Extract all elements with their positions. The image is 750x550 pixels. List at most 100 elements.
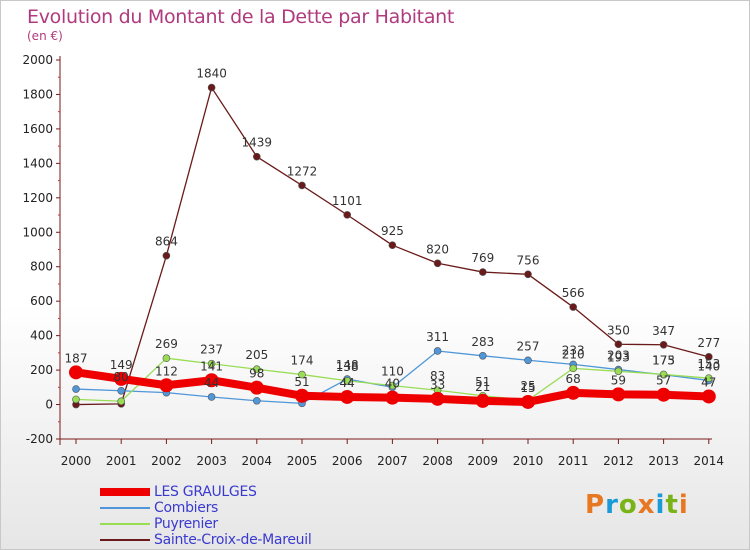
data-label: 1272 — [287, 164, 318, 178]
data-label: 57 — [656, 374, 671, 388]
x-tick-label: 2000 — [61, 454, 92, 468]
logo-letter: t — [665, 490, 679, 520]
legend-label: LES GRAULGES — [154, 484, 257, 500]
data-label: 1439 — [242, 136, 273, 150]
data-label: 174 — [291, 354, 314, 368]
data-label: 173 — [652, 354, 675, 368]
data-label: 15 — [520, 381, 535, 395]
data-label: 47 — [701, 375, 716, 389]
x-tick-label: 2007 — [377, 454, 408, 468]
data-point — [162, 251, 171, 260]
x-tick-label: 2014 — [694, 454, 725, 468]
y-tick-label: 800 — [30, 260, 53, 274]
x-tick-label: 2001 — [106, 454, 137, 468]
data-point — [478, 268, 487, 276]
data-point — [207, 393, 216, 401]
data-point — [704, 353, 713, 361]
data-point — [388, 381, 397, 390]
data-point — [614, 367, 623, 376]
data-point — [252, 396, 261, 405]
data-label: 350 — [607, 323, 630, 337]
data-label: 80 — [114, 370, 129, 384]
legend-swatch — [100, 523, 150, 525]
data-label: 257 — [517, 339, 540, 353]
data-label: 205 — [245, 348, 268, 362]
data-point — [204, 373, 219, 388]
y-tick-label: 1200 — [22, 191, 53, 205]
logo-letter: x — [637, 490, 656, 520]
data-point — [433, 259, 442, 268]
data-point — [117, 397, 125, 406]
data-label: 51 — [475, 375, 490, 389]
data-point — [430, 391, 445, 406]
data-label: 210 — [562, 347, 585, 361]
data-point — [659, 370, 668, 379]
data-label: 193 — [607, 350, 630, 364]
data-point — [298, 370, 306, 379]
chart-subtitle: (en €) — [27, 29, 63, 43]
y-tick-label: 1600 — [22, 122, 53, 136]
data-label: 187 — [65, 351, 88, 365]
data-point — [162, 354, 171, 363]
data-label: 1840 — [196, 67, 227, 81]
data-point — [475, 393, 490, 408]
data-point — [295, 388, 309, 403]
chart-title: Evolution du Montant de la Dette par Hab… — [27, 6, 455, 28]
data-label: 148 — [336, 358, 359, 372]
data-label: 233 — [562, 343, 585, 357]
data-label: 820 — [426, 242, 449, 256]
logo-letter: i — [678, 490, 689, 520]
legend-item: Puyrenier — [100, 516, 360, 532]
logo-letter: P — [585, 490, 606, 520]
legend-item: LES GRAULGES — [100, 484, 360, 500]
x-tick-label: 2002 — [151, 454, 182, 468]
y-tick-label: 600 — [30, 294, 53, 308]
data-label: 269 — [155, 337, 178, 351]
data-point — [569, 303, 578, 311]
legend-swatch — [100, 539, 150, 541]
proxiti-logo: Proxiti — [585, 490, 689, 520]
y-tick-label: 2000 — [22, 53, 53, 67]
data-point — [249, 380, 264, 395]
x-tick-label: 2005 — [287, 454, 318, 468]
data-label: 83 — [430, 369, 445, 383]
legend-label: Puyrenier — [154, 516, 218, 532]
y-tick-label: 1800 — [22, 87, 53, 101]
data-point — [659, 340, 668, 349]
data-label: 112 — [155, 364, 178, 378]
data-label: 1101 — [332, 194, 363, 208]
x-tick-label: 2013 — [648, 454, 679, 468]
x-tick-label: 2006 — [332, 454, 363, 468]
x-tick-label: 2004 — [242, 454, 273, 468]
data-label: 769 — [471, 251, 494, 265]
data-point — [433, 347, 442, 355]
y-tick-label: -200 — [26, 432, 53, 446]
data-point — [569, 364, 578, 373]
data-point — [524, 356, 532, 365]
x-tick-label: 2003 — [196, 454, 227, 468]
data-point — [566, 385, 581, 400]
data-point — [340, 389, 355, 404]
data-label: 59 — [611, 373, 626, 387]
data-point — [478, 351, 487, 360]
data-point — [298, 181, 306, 190]
x-tick-label: 2009 — [468, 454, 499, 468]
data-label: 138 — [336, 360, 359, 374]
data-point — [656, 387, 671, 402]
legend-item: Sainte-Croix-de-Mareuil — [100, 532, 360, 548]
data-label: 153 — [697, 357, 720, 371]
data-label: 68 — [566, 372, 581, 386]
data-label: 141 — [200, 359, 223, 373]
logo-letter: r — [605, 490, 619, 520]
data-point — [252, 365, 261, 374]
x-tick-label: 2010 — [513, 454, 544, 468]
data-label: 40 — [385, 377, 400, 391]
data-point — [207, 83, 216, 92]
data-point — [614, 340, 623, 349]
x-tick-label: 2012 — [603, 454, 634, 468]
data-label: 311 — [426, 330, 449, 344]
data-point — [72, 395, 80, 404]
data-label: 44 — [204, 376, 219, 390]
data-label: 237 — [200, 343, 223, 357]
